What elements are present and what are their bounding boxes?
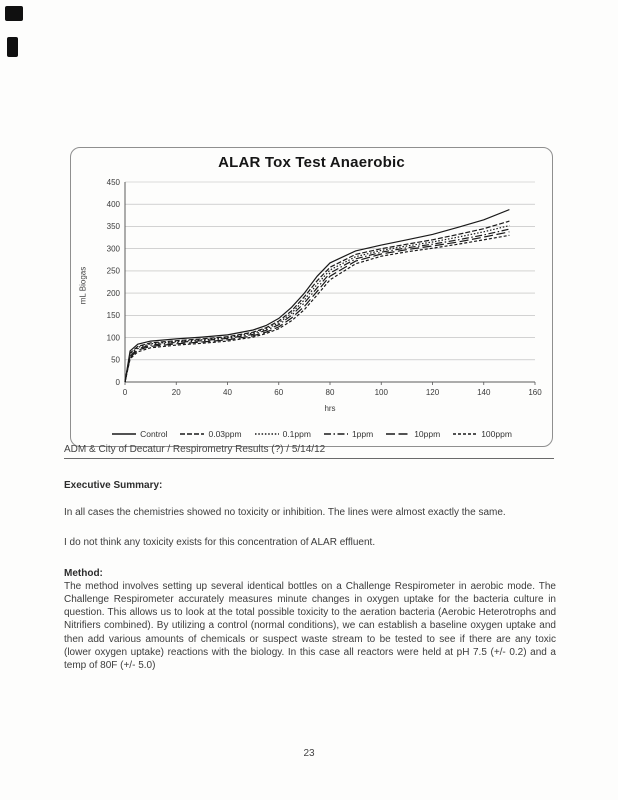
report-body: Executive Summary: In all cases the chem…	[64, 479, 556, 672]
chart-title: ALAR Tox Test Anaerobic	[218, 154, 405, 171]
svg-text:350: 350	[107, 222, 121, 231]
legend-line-sample-icon	[112, 433, 137, 435]
svg-text:400: 400	[107, 200, 121, 209]
svg-text:100: 100	[375, 388, 389, 397]
legend-item: 1ppm	[323, 429, 373, 439]
svg-text:160: 160	[528, 388, 542, 397]
executive-summary-heading: Executive Summary:	[64, 480, 163, 491]
svg-text:250: 250	[107, 267, 121, 276]
scan-artifact	[7, 37, 18, 57]
svg-text:50: 50	[111, 356, 120, 365]
method-paragraph: The method involves setting up several i…	[64, 580, 556, 671]
svg-text:300: 300	[107, 244, 121, 253]
svg-text:20: 20	[172, 388, 181, 397]
report-reference-line: ADM & City of Decatur / Respirometry Res…	[64, 444, 554, 459]
svg-text:hrs: hrs	[324, 404, 335, 413]
legend-item: 0.03ppm	[179, 429, 242, 439]
legend-line-sample-icon	[254, 433, 279, 435]
legend-item: 10ppm	[385, 429, 440, 439]
svg-text:40: 40	[223, 388, 232, 397]
svg-text:60: 60	[274, 388, 283, 397]
scan-artifact	[5, 6, 23, 21]
legend-label: 1ppm	[351, 429, 374, 439]
legend-label: 0.03ppm	[208, 429, 242, 439]
legend-line-sample-icon	[323, 433, 348, 435]
svg-text:120: 120	[426, 388, 440, 397]
method-heading: Method:	[64, 567, 103, 579]
legend-label: Control	[140, 429, 168, 439]
legend-item: 100ppm	[452, 429, 512, 439]
svg-text:100: 100	[107, 333, 121, 342]
svg-text:200: 200	[107, 289, 121, 298]
svg-text:0: 0	[116, 378, 121, 387]
legend-item: Control	[111, 429, 167, 439]
svg-text:0: 0	[123, 388, 128, 397]
executive-summary-paragraph-1: In all cases the chemistries showed no t…	[64, 507, 506, 519]
legend-item: 0.1ppm	[254, 429, 311, 439]
legend-line-sample-icon	[453, 433, 478, 435]
chart-legend: Control 0.03ppm 0.1ppm 1ppm 10ppm 100ppm	[71, 429, 552, 439]
chart-plot: 0 50 100 150 200 250 300 350 400 450 0 20 40 60 80 100 1…	[107, 178, 543, 413]
page-number: 23	[303, 748, 315, 759]
svg-text:140: 140	[477, 388, 491, 397]
legend-label: 10ppm	[414, 429, 441, 439]
svg-text:150: 150	[107, 311, 121, 320]
legend-line-sample-icon	[180, 433, 205, 435]
legend-label: 100ppm	[481, 429, 512, 439]
chart: ALAR Tox Test Anaerobic mL Biogas 0 50 100…	[70, 147, 553, 447]
legend-label: 0.1ppm	[282, 429, 311, 439]
legend-line-sample-icon	[386, 433, 411, 435]
svg-text:80: 80	[326, 388, 335, 397]
executive-summary-paragraph-2: I do not think any toxicity exists for t…	[64, 537, 376, 549]
svg-text:450: 450	[107, 178, 121, 187]
